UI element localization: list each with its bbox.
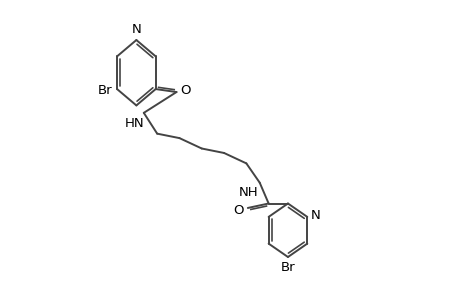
Text: O: O bbox=[232, 203, 243, 217]
Text: O: O bbox=[179, 84, 190, 97]
Text: Br: Br bbox=[98, 84, 112, 97]
Text: HN: HN bbox=[124, 117, 144, 130]
Text: N: N bbox=[310, 209, 320, 223]
Text: Br: Br bbox=[280, 261, 295, 274]
Text: N: N bbox=[131, 23, 141, 37]
Text: NH: NH bbox=[238, 186, 258, 199]
